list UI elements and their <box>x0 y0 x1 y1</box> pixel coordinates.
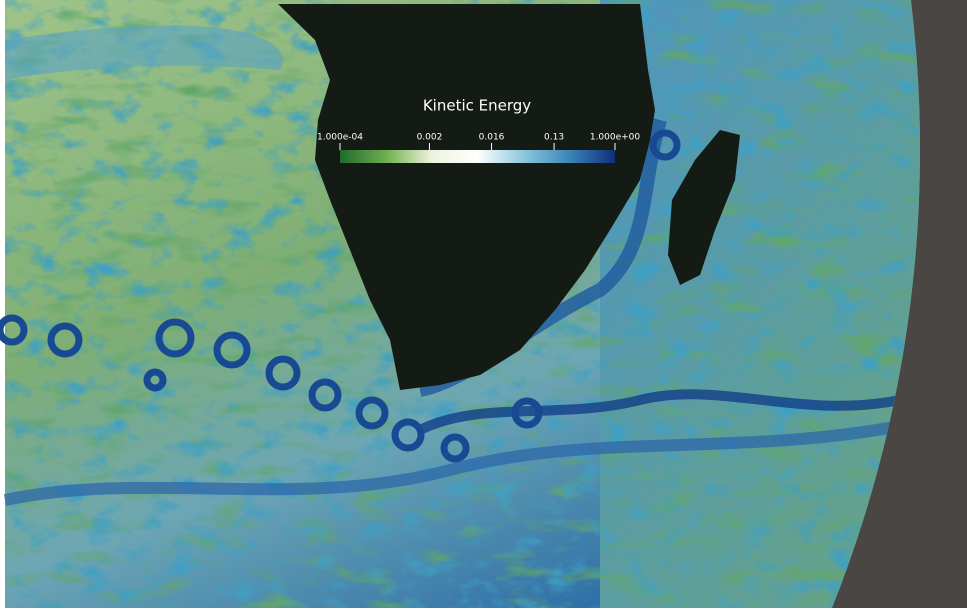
colorbar-tick-label: 1.000e-04 <box>317 133 363 143</box>
colorbar-tick-label: 0.002 <box>417 133 443 143</box>
colorbar-tick-label: 1.000e+00 <box>590 133 641 143</box>
madagascar <box>668 130 740 285</box>
colorbar-title: Kinetic Energy <box>423 97 531 115</box>
retroflection <box>417 389 901 435</box>
africa <box>278 4 655 390</box>
colorbar-tick-label: 0.016 <box>479 133 505 143</box>
colorbar-tick-label: 0.13 <box>544 133 564 143</box>
colorbar <box>340 150 615 163</box>
current <box>5 25 283 80</box>
eddies <box>0 129 681 463</box>
circumpolar-current <box>3 414 920 506</box>
